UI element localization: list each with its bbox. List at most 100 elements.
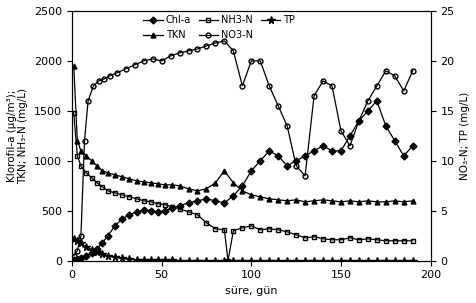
TP — [148, 258, 153, 262]
Chl-a — [126, 213, 132, 217]
NH3-N — [119, 193, 125, 197]
NH3-N — [275, 228, 280, 231]
NH3-N — [99, 185, 105, 189]
NO3-N — [319, 79, 325, 83]
NO3-N — [302, 174, 307, 178]
NO3-N — [391, 74, 397, 78]
TKN — [162, 183, 168, 187]
TKN — [78, 149, 84, 153]
TKN — [89, 159, 94, 163]
NO3-N — [364, 99, 370, 103]
NO3-N — [239, 84, 245, 88]
NH3-N — [162, 203, 168, 207]
TKN — [248, 193, 254, 197]
TKN — [257, 195, 263, 199]
TP — [71, 237, 77, 241]
NO3-N — [230, 49, 236, 53]
Chl-a — [284, 164, 289, 168]
TP — [328, 259, 334, 262]
NO3-N — [101, 77, 107, 81]
TKN — [382, 200, 388, 204]
TP — [155, 259, 160, 262]
NO3-N — [355, 119, 361, 123]
NO3-N — [85, 99, 91, 103]
TKN — [148, 181, 153, 185]
NH3-N — [382, 239, 388, 243]
TKN — [203, 187, 209, 191]
Chl-a — [162, 209, 168, 213]
NH3-N — [328, 238, 334, 241]
NH3-N — [248, 224, 254, 228]
TKN — [293, 198, 298, 201]
TP — [140, 258, 146, 262]
TKN — [155, 182, 160, 186]
NH3-N — [140, 199, 146, 203]
TKN — [112, 173, 118, 177]
Chl-a — [71, 258, 77, 261]
NH3-N — [373, 238, 379, 241]
NH3-N — [126, 195, 132, 199]
Chl-a — [328, 149, 334, 153]
Y-axis label: Klorofil-a (μg/m³);
TKN; NH₃-N (mg/L): Klorofil-a (μg/m³); TKN; NH₃-N (mg/L) — [7, 88, 29, 184]
NH3-N — [337, 238, 343, 241]
NH3-N — [225, 259, 230, 263]
NO3-N — [131, 63, 137, 67]
NO3-N — [140, 59, 146, 63]
Chl-a — [310, 149, 316, 153]
Chl-a — [203, 197, 209, 201]
Chl-a — [148, 209, 153, 213]
Chl-a — [391, 139, 397, 143]
TKN — [126, 177, 132, 181]
NO3-N — [275, 104, 280, 108]
TKN — [140, 180, 146, 184]
TKN — [94, 164, 99, 168]
NO3-N — [409, 69, 415, 73]
NH3-N — [194, 213, 200, 217]
TKN — [221, 169, 227, 173]
TP — [355, 259, 361, 262]
TKN — [337, 200, 343, 204]
TP — [248, 259, 254, 262]
NH3-N — [293, 233, 298, 237]
TP — [382, 259, 388, 262]
Chl-a — [74, 257, 80, 261]
TKN — [105, 171, 110, 175]
NO3-N — [78, 234, 84, 238]
TKN — [355, 200, 361, 204]
TKN — [74, 139, 80, 143]
NO3-N — [373, 84, 379, 88]
Chl-a — [230, 194, 236, 198]
NH3-N — [391, 239, 397, 243]
Chl-a — [319, 144, 325, 148]
NH3-N — [364, 237, 370, 241]
NO3-N — [114, 71, 119, 75]
Chl-a — [140, 208, 146, 211]
Chl-a — [169, 206, 175, 210]
NO3-N — [81, 139, 87, 143]
Chl-a — [400, 154, 406, 158]
TKN — [310, 199, 316, 203]
Chl-a — [347, 134, 352, 138]
NO3-N — [328, 84, 334, 88]
NH3-N — [319, 237, 325, 241]
NH3-N — [176, 207, 182, 211]
Chl-a — [194, 199, 200, 203]
X-axis label: süre, gün: süre, gün — [225, 286, 277, 296]
Line: NO3-N: NO3-N — [71, 38, 414, 258]
TP — [257, 259, 263, 262]
NO3-N — [123, 67, 129, 71]
NO3-N — [159, 59, 164, 63]
Chl-a — [221, 201, 227, 205]
Chl-a — [89, 251, 94, 255]
Line: TKN: TKN — [71, 63, 414, 204]
NH3-N — [409, 239, 415, 243]
NH3-N — [203, 221, 209, 225]
NO3-N — [248, 59, 254, 63]
TP — [221, 259, 227, 262]
Chl-a — [112, 224, 118, 228]
TKN — [83, 154, 89, 158]
TP — [89, 248, 94, 251]
TP — [119, 256, 125, 260]
TKN — [176, 184, 182, 188]
NO3-N — [337, 129, 343, 133]
